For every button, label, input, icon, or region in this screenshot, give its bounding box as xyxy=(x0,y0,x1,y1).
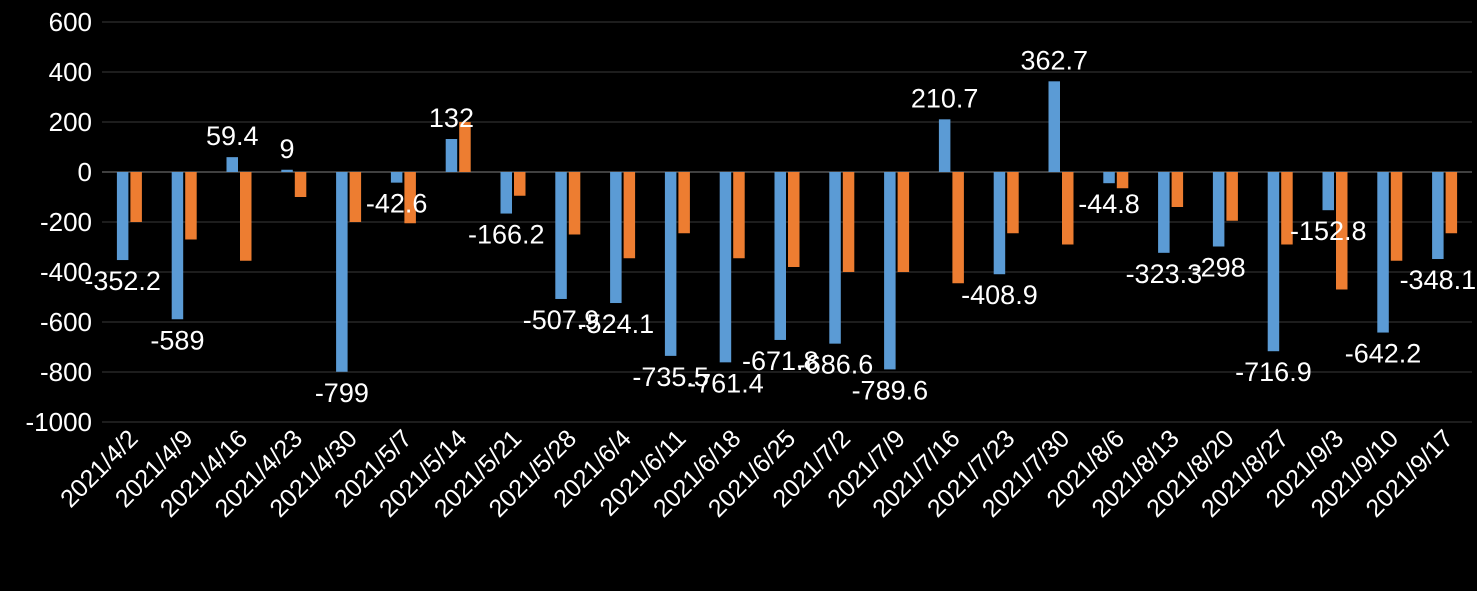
data-label: -352.2 xyxy=(84,266,161,296)
bar-series-1 xyxy=(1103,172,1115,184)
bar-series-1 xyxy=(1048,81,1060,172)
bar-series-1 xyxy=(281,169,293,172)
bar-series-1 xyxy=(664,172,677,356)
bar-series-1 xyxy=(445,139,458,172)
y-tick-label: -400 xyxy=(40,257,92,287)
bar-series-1 xyxy=(884,172,896,370)
data-label: -799 xyxy=(315,378,369,408)
bar-series-2 xyxy=(130,172,142,222)
bar-series-1 xyxy=(1377,172,1389,333)
data-label: -642.2 xyxy=(1345,339,1422,369)
bar-series-2 xyxy=(1007,172,1019,234)
bar-series-2 xyxy=(185,172,197,240)
bar-series-2 xyxy=(404,172,416,224)
bar-series-1 xyxy=(774,172,786,340)
bar-series-2 xyxy=(514,172,526,196)
y-tick-label: -800 xyxy=(40,357,92,387)
bar-series-1 xyxy=(1212,172,1225,247)
data-label: -507.9 xyxy=(523,305,600,335)
bar-series-1 xyxy=(610,172,622,304)
bar-series-2 xyxy=(842,172,855,272)
data-label: 210.7 xyxy=(911,83,979,113)
bar-series-2 xyxy=(897,172,910,272)
bar-series-1 xyxy=(1322,172,1334,211)
y-tick-label: -600 xyxy=(40,307,92,337)
bar-series-1 xyxy=(993,172,1006,275)
bar-series-2 xyxy=(1390,172,1403,261)
x-axis-ticks: 2021/4/22021/4/92021/4/162021/4/232021/4… xyxy=(55,424,1459,523)
data-label: -524.1 xyxy=(578,309,655,339)
data-label: -298 xyxy=(1192,253,1246,283)
bars xyxy=(116,81,1458,372)
bar-series-2 xyxy=(568,172,581,235)
bar-series-2 xyxy=(952,172,964,284)
bar-series-2 xyxy=(1171,172,1184,207)
bar-series-2 xyxy=(1226,172,1238,221)
y-tick-label: 0 xyxy=(78,157,92,187)
bar-series-2 xyxy=(678,172,690,234)
bar-series-1 xyxy=(938,119,951,172)
data-label: -589 xyxy=(150,325,204,355)
bar-series-2 xyxy=(788,172,800,267)
data-label: 59.4 xyxy=(206,121,259,151)
data-label: -408.9 xyxy=(961,280,1038,310)
bar-series-1 xyxy=(116,172,129,261)
bar-series-1 xyxy=(719,172,732,363)
data-label: -152.8 xyxy=(1290,216,1367,246)
bar-series-2 xyxy=(1445,172,1458,234)
data-label: -671.8 xyxy=(742,346,819,376)
bar-series-2 xyxy=(1062,172,1074,245)
data-label: -735.5 xyxy=(632,362,709,392)
bar-series-2 xyxy=(733,172,745,259)
data-label: -348.1 xyxy=(1400,265,1477,295)
data-label: -789.6 xyxy=(852,375,929,405)
bar-series-2 xyxy=(294,172,307,197)
bar-series-2 xyxy=(240,172,252,261)
bar-series-1 xyxy=(555,172,567,299)
y-tick-label: 400 xyxy=(49,57,92,87)
bar-series-1 xyxy=(500,172,512,214)
bar-series-1 xyxy=(829,172,841,344)
data-label: -761.4 xyxy=(687,368,764,398)
data-label: 362.7 xyxy=(1020,45,1088,75)
bar-series-1 xyxy=(226,157,238,172)
y-tick-label: -1000 xyxy=(26,407,93,437)
bar-series-1 xyxy=(1158,172,1170,253)
y-tick-label: -200 xyxy=(40,207,92,237)
data-label: 132 xyxy=(429,103,474,133)
bar-series-1 xyxy=(171,172,184,320)
y-axis-ticks: 600 400 200 0 -200 -400 -600 -800 -1000 xyxy=(26,7,93,437)
bar-series-2 xyxy=(1281,172,1293,245)
data-label: -323.3 xyxy=(1126,259,1203,289)
bar-series-2 xyxy=(1116,172,1129,189)
data-label: -44.8 xyxy=(1078,189,1140,219)
y-tick-label: 200 xyxy=(49,107,92,137)
y-tick-label: 600 xyxy=(49,7,92,37)
bar-series-2 xyxy=(1336,172,1348,290)
data-label: -166.2 xyxy=(468,220,545,250)
data-label: -686.6 xyxy=(797,350,874,380)
bar-series-1 xyxy=(390,172,403,183)
bar-series-2 xyxy=(623,172,636,259)
gridlines xyxy=(102,21,1472,423)
bar-series-1 xyxy=(1432,172,1444,260)
bar-series-2 xyxy=(459,122,471,172)
data-label: -716.9 xyxy=(1235,357,1312,387)
bar-series-1 xyxy=(1267,172,1280,352)
data-label: -42.6 xyxy=(366,189,428,219)
bar-series-2 xyxy=(349,172,362,222)
data-label: 9 xyxy=(280,134,295,164)
bar-series-1 xyxy=(336,172,348,372)
